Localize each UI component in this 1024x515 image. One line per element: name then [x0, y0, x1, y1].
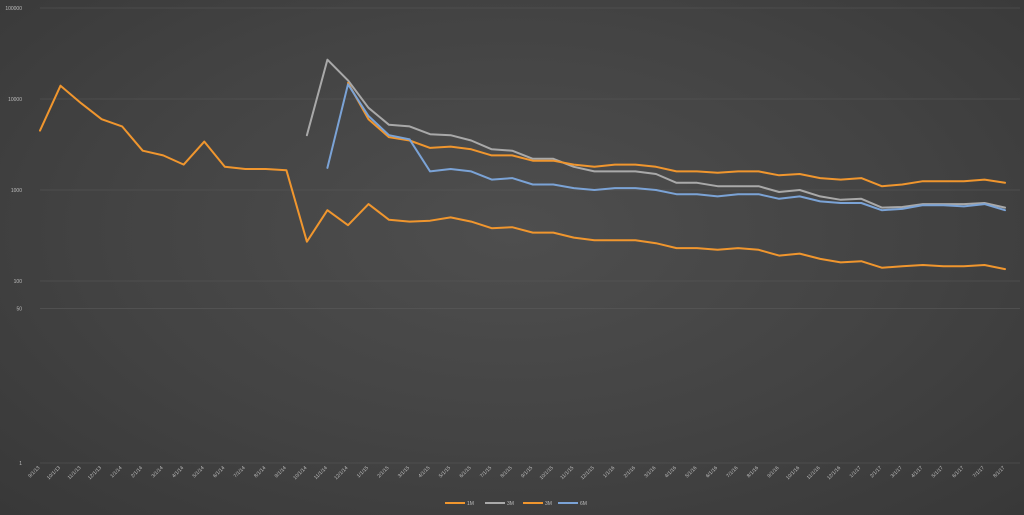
series-line-4: [326, 83, 1006, 212]
y-tick-label: 100: [14, 279, 23, 285]
y-tick-label: 10000: [8, 97, 22, 103]
x-tick-label: 2/1/15: [376, 465, 390, 479]
x-tick-label: 10/1/16: [785, 465, 801, 481]
series-line-3: [347, 82, 1006, 188]
legend-label: 3M: [507, 501, 514, 507]
x-tick-label: 10/1/13: [46, 465, 62, 481]
x-tick-label: 11/1/16: [806, 465, 822, 481]
y-tick-label: 1000: [11, 188, 22, 194]
series-line-2: [305, 58, 1006, 209]
y-tick-label: 1: [19, 461, 22, 467]
x-tick-label: 9/1/13: [27, 465, 41, 479]
x-tick-label: 5/1/14: [192, 465, 206, 479]
x-tick-label: 9/1/15: [520, 465, 534, 479]
x-tick-label: 2/1/17: [869, 465, 883, 479]
legend: 1M 3M 3M 6M: [445, 501, 587, 507]
x-tick-label: 1/1/16: [602, 465, 616, 479]
x-tick-label: 3/1/15: [397, 465, 411, 479]
x-tick-label: 12/1/15: [580, 465, 596, 481]
x-tick-label: 2/1/14: [130, 465, 144, 479]
x-tick-label: 11/1/14: [313, 465, 329, 481]
x-tick-label: 6/1/15: [459, 465, 473, 479]
x-tick-label: 3/1/14: [151, 465, 165, 479]
x-tick-label: 7/1/17: [972, 465, 986, 479]
x-tick-label: 11/1/13: [67, 465, 83, 481]
legend-label: 6M: [580, 501, 587, 507]
x-tick-label: 8/1/15: [500, 465, 514, 479]
x-tick-label: 7/1/16: [725, 465, 739, 479]
y-tick-label: 100000: [5, 6, 22, 12]
x-tick-label: 10/1/14: [292, 465, 308, 481]
x-tick-label: 1/1/15: [356, 465, 370, 479]
x-tick-label: 5/1/15: [438, 465, 452, 479]
x-tick-label: 5/1/16: [684, 465, 698, 479]
x-tick-label: 8/1/16: [746, 465, 760, 479]
x-tick-label: 4/1/16: [664, 465, 678, 479]
x-tick-label: 8/1/17: [992, 465, 1006, 479]
legend-label: 3M: [545, 501, 552, 507]
y-axis: 1 50 100 1000 10000 100000: [5, 6, 22, 467]
x-tick-label: 12/1/14: [333, 465, 349, 481]
x-tick-label: 4/1/14: [171, 465, 185, 479]
x-tick-label: 7/1/14: [233, 465, 247, 479]
x-tick-label: 5/1/17: [931, 465, 945, 479]
x-tick-label: 9/1/14: [274, 465, 288, 479]
x-tick-label: 3/1/16: [643, 465, 657, 479]
series-line-1: [39, 84, 1006, 271]
x-tick-label: 2/1/16: [623, 465, 637, 479]
x-tick-label: 6/1/16: [705, 465, 719, 479]
x-tick-label: 12/1/16: [826, 465, 842, 481]
x-tick-label: 6/1/17: [951, 465, 965, 479]
x-tick-label: 1/1/17: [849, 465, 863, 479]
legend-label: 1M: [467, 501, 474, 507]
x-tick-label: 8/1/14: [253, 465, 267, 479]
x-tick-label: 12/1/13: [87, 465, 103, 481]
x-tick-label: 9/1/16: [766, 465, 780, 479]
x-tick-label: 4/1/15: [417, 465, 431, 479]
x-tick-label: 11/1/15: [559, 465, 575, 481]
x-tick-label: 4/1/17: [910, 465, 924, 479]
gridlines: [40, 7, 1020, 464]
x-axis: 9/1/13 10/1/13 11/1/13 12/1/13 1/1/14 2/1/14 3…: [27, 465, 1006, 481]
x-tick-label: 6/1/14: [212, 465, 226, 479]
x-tick-label: 10/1/15: [539, 465, 555, 481]
x-tick-label: 7/1/15: [479, 465, 493, 479]
series-lines: [39, 58, 1006, 271]
x-tick-label: 3/1/17: [890, 465, 904, 479]
x-tick-label: 1/1/14: [109, 465, 123, 479]
y-tick-label: 50: [16, 306, 22, 312]
